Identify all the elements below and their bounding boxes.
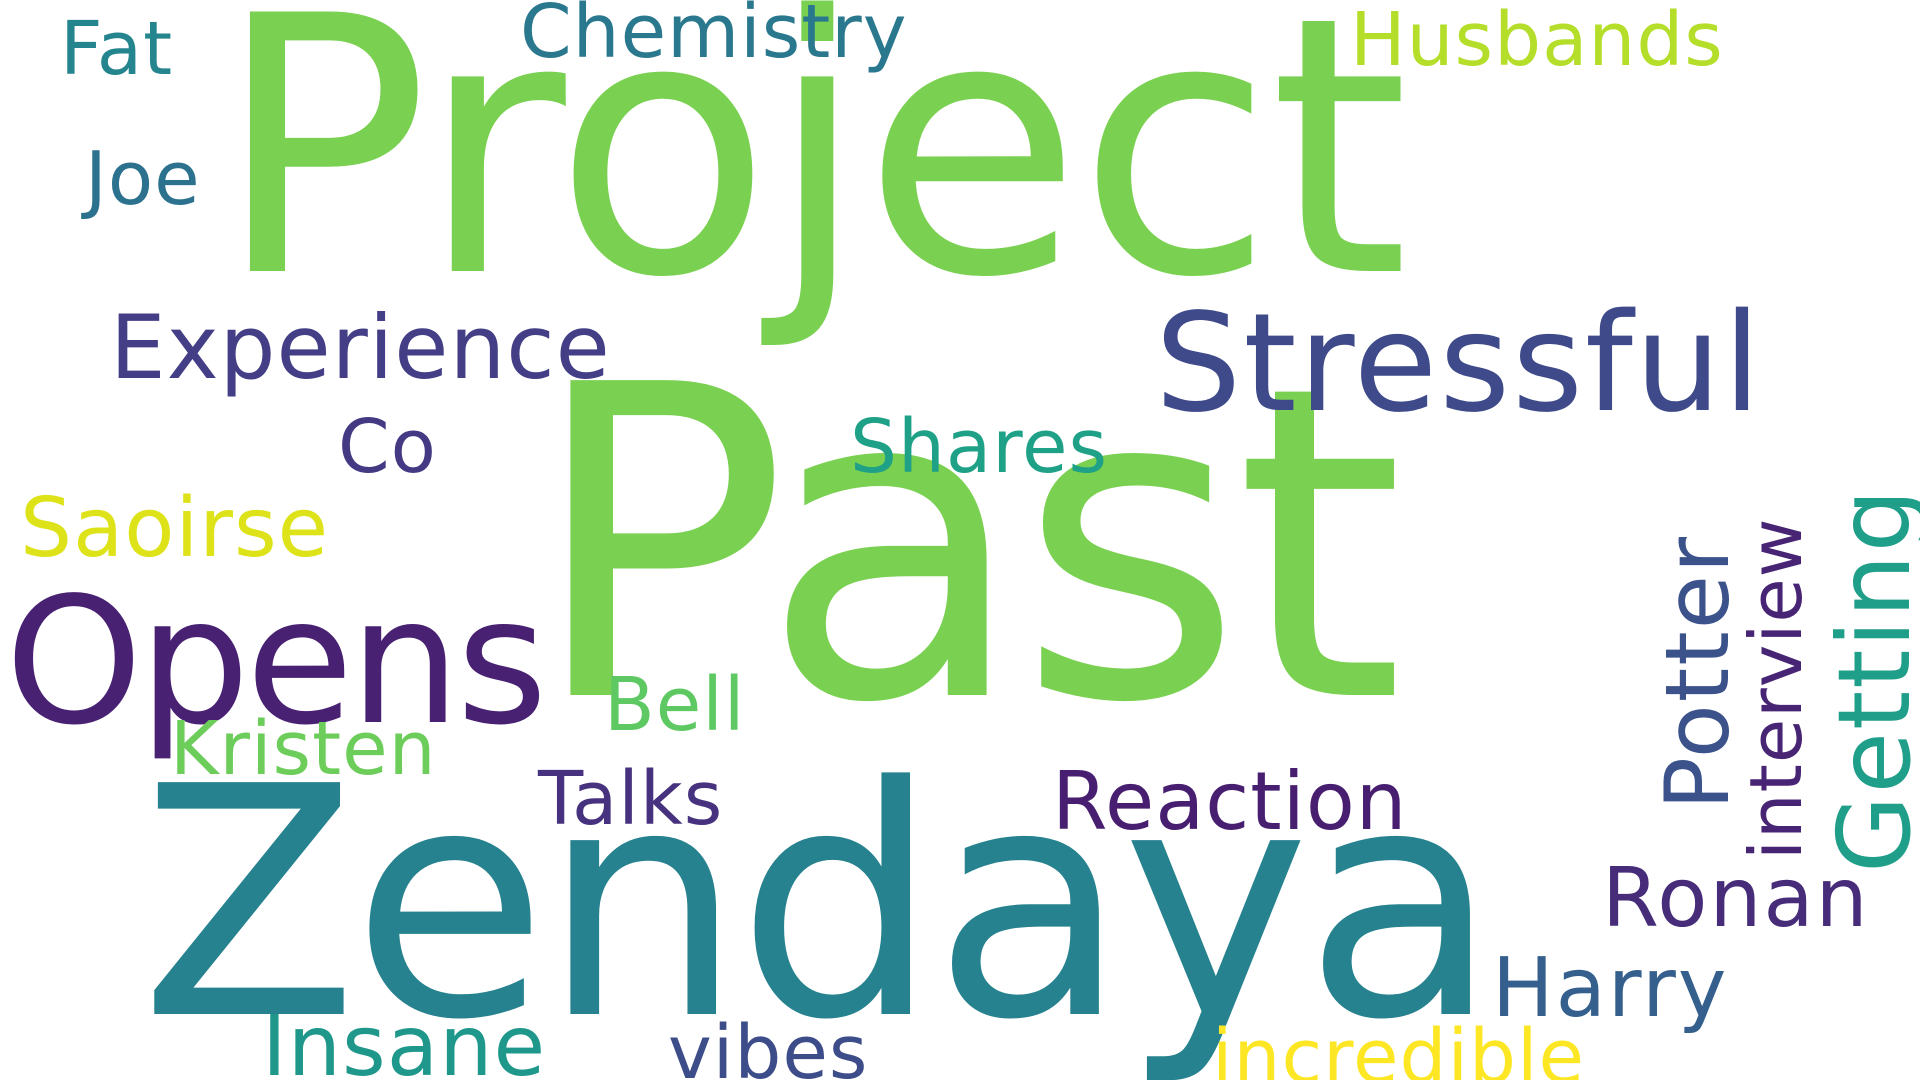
word-experience: Experience [110,296,611,399]
word-reaction: Reaction [1052,755,1408,848]
word-talks: Talks [538,756,724,842]
word-fat: Fat [60,6,174,92]
word-past: Past [528,294,1404,797]
word-joe: Joe [85,136,201,222]
word-incredible: incredible [1212,1014,1586,1080]
word-bell: Bell [604,662,746,748]
word-stressful: Stressful [1155,285,1763,443]
word-saoirse: Saoirse [20,481,330,576]
word-interview: interview [1734,517,1818,860]
word-ronan: Ronan [1602,851,1870,946]
word-getting: Getting [1816,486,1920,873]
word-opens: Opens [5,561,548,764]
word-vibes: vibes [668,1010,869,1080]
word-co: Co [338,404,437,490]
word-project: Project [215,0,1409,355]
word-chemistry: Chemistry [520,0,908,75]
word-shares: Shares [850,404,1109,490]
word-kristen: Kristen [170,706,437,792]
word-potter: Potter [1646,534,1749,810]
word-harry: Harry [1492,941,1729,1036]
word-zendaya: Zendaya [140,719,1499,1080]
word-insane: Insane [262,997,547,1080]
word-husbands: Husbands [1350,0,1724,83]
